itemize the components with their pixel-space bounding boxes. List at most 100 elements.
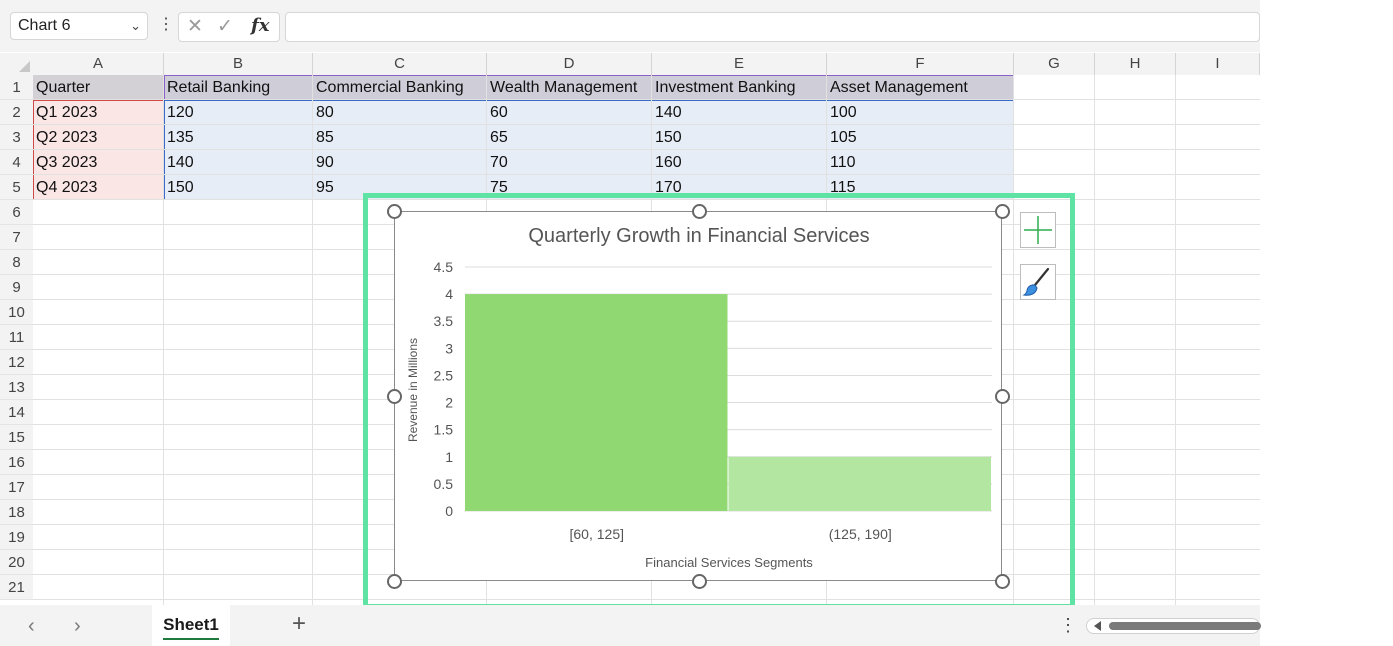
row-header[interactable]: 9 [0,275,33,300]
table-cell[interactable]: 75 [490,179,508,196]
column-header[interactable]: I [1176,53,1260,75]
table-cell[interactable]: Q4 2023 [36,179,98,196]
row-header[interactable]: 11 [0,325,33,350]
table-cell[interactable]: 115 [830,179,856,196]
row-header[interactable]: 6 [0,200,33,225]
row-header[interactable]: 19 [0,525,33,550]
column-header[interactable]: H [1095,53,1176,75]
table-cell[interactable]: 110 [830,154,856,171]
name-box[interactable]: Chart 6 ⌄ [10,12,148,40]
table-cell[interactable]: 140 [167,154,194,171]
resize-handle[interactable] [995,204,1010,219]
row-header[interactable]: 8 [0,250,33,275]
more-options-icon[interactable]: ⋮ [1059,615,1077,635]
row-header[interactable]: 16 [0,450,33,475]
insert-function-icon[interactable]: fx [251,15,270,36]
column-header[interactable]: F [827,53,1014,75]
column-header[interactable]: C [313,53,487,75]
row-header[interactable]: 7 [0,225,33,250]
table-cell[interactable]: 90 [316,154,334,171]
horizontal-scrollbar[interactable] [1086,618,1261,634]
resize-handle[interactable] [692,574,707,589]
resize-handle[interactable] [995,574,1010,589]
row-header[interactable]: 15 [0,425,33,450]
confirm-icon[interactable]: ✓ [217,16,233,37]
y-tick-label: 1.5 [434,422,454,438]
table-cell[interactable]: 70 [490,154,508,171]
table-cell[interactable]: 140 [655,104,682,121]
cancel-icon[interactable]: ✕ [187,16,203,37]
resize-handle[interactable] [387,204,402,219]
row-header[interactable]: 20 [0,550,33,575]
table-cell[interactable]: Wealth Management [490,79,638,96]
column-header[interactable]: E [652,53,827,75]
column-header[interactable]: G [1014,53,1095,75]
formula-actions: ✕ ✓ fx [178,12,280,42]
y-tick-label: 0 [445,503,453,519]
row-header[interactable]: 12 [0,350,33,375]
column-header[interactable]: B [164,53,313,75]
grid-line [33,149,1260,150]
table-cell[interactable]: 105 [830,129,857,146]
x-tick-label: (125, 190] [829,526,892,542]
table-cell[interactable]: 60 [490,104,508,121]
more-options-icon[interactable]: ⋮ [158,16,174,33]
table-cell[interactable]: Quarter [36,79,91,96]
y-tick-label: 3 [445,340,453,356]
resize-handle[interactable] [692,204,707,219]
row-header[interactable]: 14 [0,400,33,425]
table-cell[interactable]: 85 [316,129,334,146]
row-header[interactable]: 21 [0,575,33,600]
formula-input[interactable] [285,12,1260,42]
x-axis-title: Financial Services Segments [645,555,813,570]
resize-handle[interactable] [387,574,402,589]
y-tick-label: 0.5 [434,476,454,492]
add-sheet-icon[interactable]: + [292,610,307,637]
next-sheet-icon[interactable]: › [74,615,81,637]
row-header[interactable]: 18 [0,500,33,525]
table-cell[interactable]: Q2 2023 [36,129,98,146]
table-cell[interactable]: 170 [655,179,682,196]
table-cell[interactable]: Q3 2023 [36,154,98,171]
grid-line [1094,75,1095,605]
column-header[interactable]: A [33,53,164,75]
table-cell[interactable]: 150 [655,129,682,146]
row-header[interactable]: 13 [0,375,33,400]
table-cell[interactable]: 120 [167,104,194,121]
grid-line [33,199,1260,200]
chart-styles-button[interactable] [1020,264,1056,300]
table-cell[interactable]: 160 [655,154,682,171]
table-cell[interactable]: 65 [490,129,508,146]
table-cell[interactable]: 100 [830,104,857,121]
row-header[interactable]: 3 [0,125,33,150]
chevron-down-icon[interactable]: ⌄ [130,18,141,33]
row-header[interactable]: 10 [0,300,33,325]
table-cell[interactable]: 95 [316,179,334,196]
table-cell[interactable]: Commercial Banking [316,79,464,96]
row-header[interactable]: 5 [0,175,33,200]
row-header[interactable]: 17 [0,475,33,500]
select-all-corner[interactable] [0,53,33,75]
values-range-highlight [164,100,1014,200]
table-cell[interactable]: Q1 2023 [36,104,98,121]
column-header[interactable]: D [487,53,652,75]
table-cell[interactable]: Retail Banking [167,79,271,96]
chart-elements-button[interactable] [1020,212,1056,248]
scroll-left-icon[interactable] [1094,621,1101,631]
table-cell[interactable]: 80 [316,104,334,121]
chart-canvas[interactable]: Quarterly Growth in Financial Services 0 0… [395,212,1001,580]
resize-handle[interactable] [995,389,1010,404]
table-cell[interactable]: 150 [167,179,194,196]
scrollbar-thumb[interactable] [1109,622,1261,630]
table-cell[interactable]: Asset Management [830,79,968,96]
name-box-value: Chart 6 [18,17,71,34]
table-cell[interactable]: 135 [167,129,194,146]
table-cell[interactable]: Investment Banking [655,79,796,96]
resize-handle[interactable] [387,389,402,404]
row-header[interactable]: 4 [0,150,33,175]
chart[interactable]: Quarterly Growth in Financial Services 0 0… [394,211,1002,581]
row-header[interactable]: 2 [0,100,33,125]
sheet-tab[interactable]: Sheet1 [152,605,230,646]
row-header[interactable]: 1 [0,75,33,100]
prev-sheet-icon[interactable]: ‹ [28,615,35,637]
